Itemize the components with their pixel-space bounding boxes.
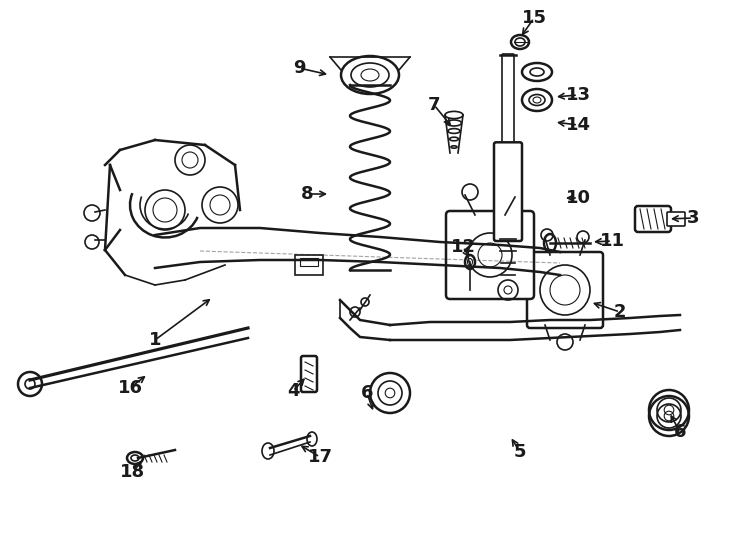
FancyBboxPatch shape: [667, 212, 685, 226]
Text: 15: 15: [521, 9, 547, 27]
Text: 13: 13: [565, 86, 590, 104]
Text: 11: 11: [600, 232, 625, 250]
Text: 17: 17: [308, 448, 333, 466]
FancyBboxPatch shape: [635, 206, 671, 232]
Text: 2: 2: [614, 303, 626, 321]
FancyBboxPatch shape: [446, 211, 534, 299]
FancyBboxPatch shape: [527, 252, 603, 328]
Text: 1: 1: [149, 331, 161, 349]
Text: 4: 4: [287, 382, 299, 400]
FancyBboxPatch shape: [494, 143, 522, 241]
Text: 12: 12: [451, 238, 476, 256]
Text: 6: 6: [360, 384, 374, 402]
Text: 7: 7: [428, 96, 440, 114]
Text: 16: 16: [117, 379, 142, 397]
Text: 6: 6: [674, 423, 686, 441]
FancyBboxPatch shape: [301, 356, 317, 392]
Text: 10: 10: [565, 189, 590, 207]
Text: 5: 5: [514, 443, 526, 461]
Text: 9: 9: [293, 59, 305, 77]
Text: 14: 14: [565, 116, 590, 134]
FancyBboxPatch shape: [502, 54, 514, 145]
Text: 3: 3: [687, 209, 700, 227]
Text: 8: 8: [301, 185, 313, 203]
FancyBboxPatch shape: [300, 258, 318, 266]
FancyBboxPatch shape: [295, 255, 323, 275]
Text: 18: 18: [120, 463, 145, 481]
